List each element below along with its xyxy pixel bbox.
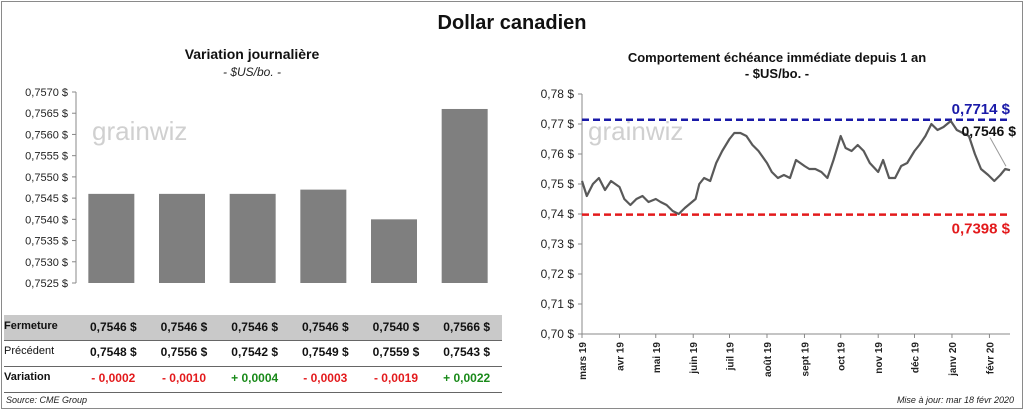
table-cell: - 0,0002 bbox=[91, 371, 136, 385]
table-row-label: Variation bbox=[4, 371, 51, 383]
left-y-tick-label: 0,7525 $ bbox=[25, 278, 68, 290]
right-y-tick-label: 0,76 $ bbox=[541, 147, 575, 161]
table-cell: 0,7540 $ bbox=[372, 320, 420, 334]
right-y-tick-label: 0,70 $ bbox=[541, 327, 575, 341]
right-x-tick-label: sept 19 bbox=[800, 342, 811, 377]
bar bbox=[441, 108, 488, 283]
right-y-tick-label: 0,75 $ bbox=[541, 177, 575, 191]
table-cell: - 0,0019 bbox=[373, 371, 419, 385]
left-bar-chart: 0,7525 $ 0,7530 $ 0,7535 $ 0,7540 $ 0,7545 $… bbox=[25, 87, 488, 290]
table-cell: 0,7566 $ bbox=[443, 320, 491, 334]
table-row-label: Précédent bbox=[4, 345, 55, 357]
table-row-fermeture bbox=[4, 315, 502, 340]
table-cell: 0,7548 $ bbox=[89, 345, 137, 359]
right-x-tick-label: nov 19 bbox=[874, 342, 885, 374]
left-y-tick-label: 0,7540 $ bbox=[25, 214, 68, 226]
left-y-tick-label: 0,7560 $ bbox=[25, 129, 68, 141]
right-y-tick-label: 0,74 $ bbox=[541, 207, 575, 221]
grainwiz-watermark: grainwiz bbox=[92, 116, 187, 146]
left-y-tick-label: 0,7565 $ bbox=[25, 108, 68, 120]
bar bbox=[159, 193, 205, 283]
bar bbox=[88, 193, 135, 283]
table-cell: 0,7546 $ bbox=[231, 320, 279, 334]
left-y-tick-label: 0,7550 $ bbox=[25, 172, 68, 184]
right-y-tick-label: 0,78 $ bbox=[541, 87, 575, 101]
right-x-tick-label: mars 19 bbox=[578, 342, 589, 380]
left-y-tick-label: 0,7545 $ bbox=[25, 193, 68, 205]
table-cell: 0,7549 $ bbox=[301, 345, 349, 359]
last-value-leader bbox=[989, 137, 1007, 167]
left-chart-unit: - $US/bo. - bbox=[222, 65, 282, 79]
right-line-chart: 0,70 $ 0,71 $ 0,72 $ 0,73 $ 0,74 $ 0,75 $ 0,76… bbox=[541, 87, 1017, 380]
table-cell: + 0,0022 bbox=[443, 371, 491, 385]
right-x-tick-label: avr 19 bbox=[615, 342, 626, 371]
right-x-tick-label: oct 19 bbox=[837, 342, 848, 371]
table-cell: 0,7556 $ bbox=[160, 345, 208, 359]
left-chart-title: Variation journalière bbox=[184, 46, 320, 62]
table-row-variation bbox=[4, 366, 502, 393]
right-x-tick-label: janv 20 bbox=[948, 342, 959, 377]
left-y-tick-label: 0,7555 $ bbox=[25, 151, 68, 163]
right-x-tick-label: févr 20 bbox=[985, 342, 996, 375]
right-x-tick-label: juil 19 bbox=[726, 342, 737, 372]
last-value-label: 0,7546 $ bbox=[962, 123, 1017, 139]
right-x-tick-label: déc 19 bbox=[910, 342, 921, 374]
table-cell: 0,7546 $ bbox=[160, 320, 208, 334]
right-y-tick-label: 0,71 $ bbox=[541, 297, 575, 311]
left-y-tick-label: 0,7570 $ bbox=[25, 87, 68, 99]
price-series-line bbox=[580, 119, 1011, 216]
grainwiz-watermark: grainwiz bbox=[588, 116, 683, 146]
table-cell: 0,7542 $ bbox=[231, 345, 279, 359]
page-title: Dollar canadien bbox=[437, 12, 587, 34]
table-row-label: Fermeture bbox=[4, 320, 58, 332]
right-x-tick-label: mai 19 bbox=[652, 342, 663, 374]
left-y-tick-label: 0,7530 $ bbox=[25, 257, 68, 269]
bar bbox=[300, 189, 347, 283]
source-note: Source: CME Group bbox=[6, 395, 88, 405]
right-y-tick-label: 0,72 $ bbox=[541, 267, 575, 281]
table-cell: 0,7559 $ bbox=[372, 345, 420, 359]
right-y-tick-label: 0,77 $ bbox=[541, 117, 575, 131]
right-chart-title: Comportement échéance immédiate depuis 1… bbox=[627, 50, 927, 65]
right-x-tick-label: juin 19 bbox=[689, 342, 700, 375]
right-y-tick-label: 0,73 $ bbox=[541, 237, 575, 251]
update-note: Mise à jour: mar 18 févr 2020 bbox=[896, 395, 1014, 405]
bar bbox=[229, 193, 276, 283]
table-cell: + 0,0004 bbox=[231, 371, 279, 385]
right-chart-unit: - $US/bo. - bbox=[744, 66, 810, 81]
table-cell: - 0,0010 bbox=[161, 371, 207, 385]
left-y-tick-label: 0,7535 $ bbox=[25, 236, 68, 248]
bar bbox=[371, 219, 417, 283]
table-cell: 0,7546 $ bbox=[301, 320, 349, 334]
reference-line-label: 0,7714 $ bbox=[952, 101, 1011, 118]
table-row-precedent bbox=[4, 340, 502, 366]
table-cell: 0,7546 $ bbox=[89, 320, 137, 334]
right-x-tick-label: août 19 bbox=[763, 342, 774, 377]
table-cell: 0,7543 $ bbox=[443, 345, 491, 359]
table-cell: - 0,0003 bbox=[303, 371, 348, 385]
reference-line-label: 0,7398 $ bbox=[952, 221, 1011, 238]
